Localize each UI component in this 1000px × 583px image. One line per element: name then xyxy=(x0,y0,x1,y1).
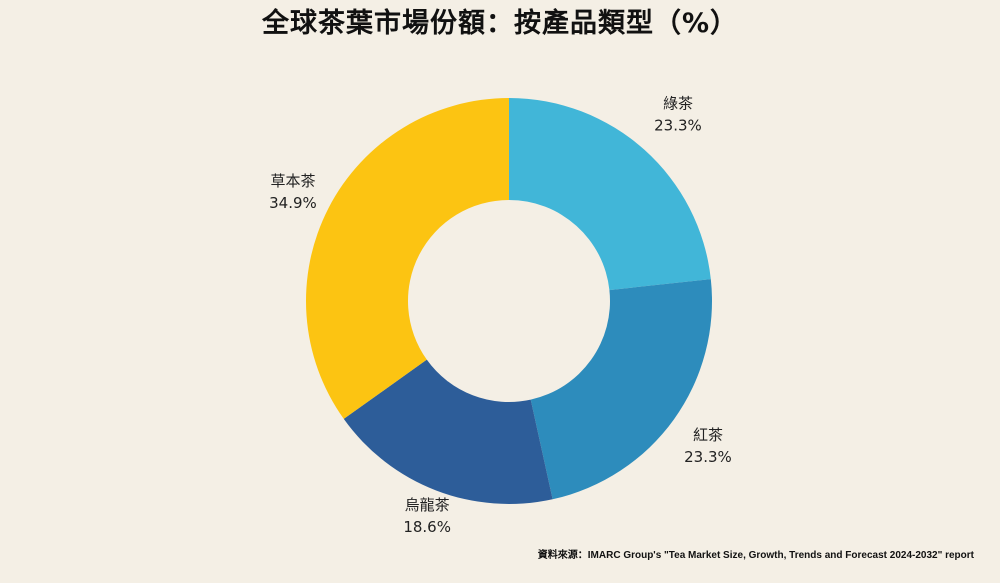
slice-value-green-tea: 23.3% xyxy=(654,117,702,135)
chart-title: 全球茶葉市場份額：按產品類型（%） xyxy=(261,8,739,39)
slice-label-green-tea: 綠茶 xyxy=(663,95,693,113)
slice-value-black-tea: 23.3% xyxy=(684,448,732,466)
slice-oolong-tea xyxy=(343,359,553,504)
slice-label-oolong-tea: 烏龍茶 xyxy=(405,496,450,514)
slice-value-herbal-tea: 34.9% xyxy=(269,194,317,212)
slice-herbal-tea xyxy=(305,98,509,419)
slice-label-herbal-tea: 草本茶 xyxy=(270,172,315,190)
labels-group: 綠茶 23.3% 紅茶 23.3% 烏龍茶 18.6% 草本茶 34.9% xyxy=(269,95,732,536)
slices-group xyxy=(305,98,712,504)
slice-black-tea xyxy=(530,279,712,500)
slice-green-tea xyxy=(509,98,711,291)
slice-value-oolong-tea: 18.6% xyxy=(403,518,451,536)
source-note: 資料來源：IMARC Group's "Tea Market Size, Gro… xyxy=(537,550,974,561)
slice-label-black-tea: 紅茶 xyxy=(693,426,723,444)
